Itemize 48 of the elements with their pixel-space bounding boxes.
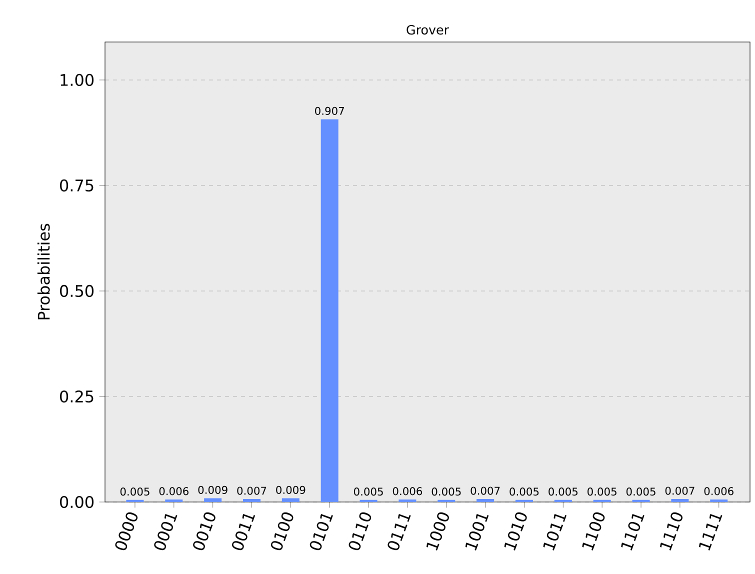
text: 0.50	[60, 284, 94, 298]
text: 0.75	[60, 179, 94, 192]
data-label: 0.009	[198, 486, 228, 494]
data-label: 0.005	[510, 488, 539, 496]
bar	[204, 498, 222, 502]
data-label: 0.006	[392, 487, 422, 496]
x-tick-label: 1111	[698, 514, 722, 551]
x-tick-label: 1001	[465, 514, 489, 551]
data-label: 0.005	[588, 488, 616, 496]
x-tick-label: 0000	[115, 512, 138, 550]
data-label: 0.009	[276, 486, 306, 494]
x-tick-label: 1000	[426, 512, 449, 551]
x-tick-label: 0010	[193, 512, 216, 550]
bar	[398, 499, 416, 502]
bar	[282, 498, 300, 502]
data-label: 0.006	[159, 487, 188, 496]
data-label: 0.007	[665, 486, 694, 495]
data-label: 0.005	[626, 488, 656, 496]
x-tick-label: 1110	[660, 512, 683, 551]
text: 0.25	[60, 390, 94, 403]
x-tick-label: 1010	[504, 512, 527, 551]
text: 1.00	[60, 74, 94, 86]
bar	[165, 499, 183, 502]
data-label: 0.006	[704, 487, 734, 496]
bar	[476, 499, 494, 502]
bar	[243, 499, 261, 502]
data-label: 0.005	[432, 488, 461, 496]
bar	[320, 119, 338, 502]
x-tick-label: 0101	[310, 514, 333, 550]
x-tick-label: 0111	[388, 514, 411, 550]
x-tick-label: 1011	[543, 514, 567, 551]
data-label: 0.007	[237, 486, 266, 495]
x-tick-label: 1100	[582, 512, 605, 551]
data-label: 0.005	[120, 488, 150, 496]
bar	[710, 499, 728, 502]
x-tick-label: 0100	[270, 512, 294, 550]
y-axis-title: Probabilities	[37, 224, 50, 320]
data-label: 0.007	[470, 486, 500, 495]
x-tick-label: 1101	[621, 514, 644, 551]
data-label: 0.005	[548, 488, 578, 496]
x-tick-label: 0110	[348, 512, 372, 550]
x-tick-label: 0001	[154, 514, 178, 550]
data-label: 0.005	[354, 488, 383, 496]
text: 0.00	[60, 496, 94, 508]
bar	[671, 499, 689, 502]
data-label: 0.907	[315, 106, 344, 115]
chart-title: Grover	[406, 25, 450, 35]
x-tick-label: 0011	[232, 514, 256, 550]
